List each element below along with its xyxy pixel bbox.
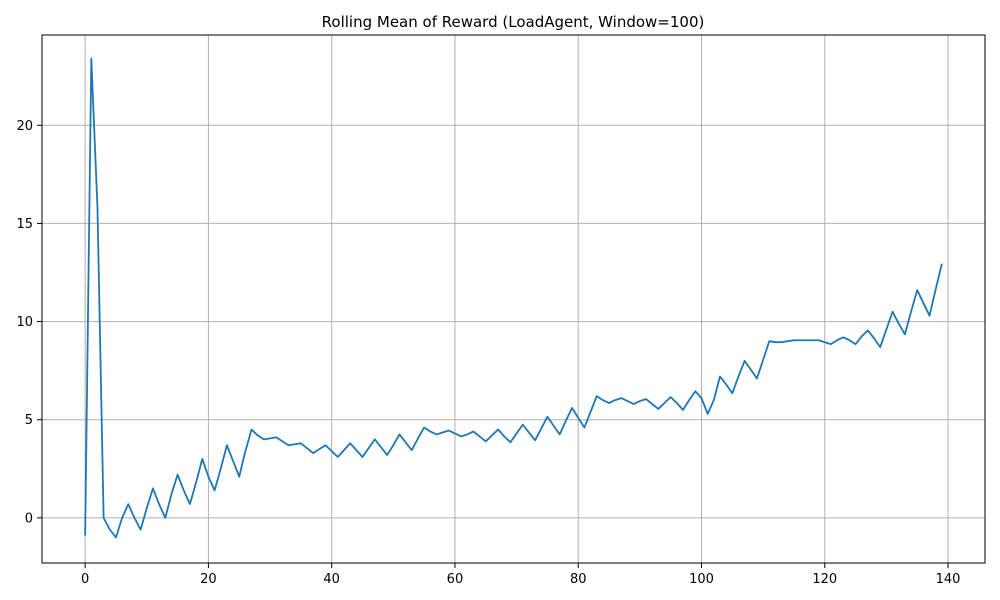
x-tick-label: 80	[570, 572, 587, 587]
x-tick-label: 100	[689, 572, 714, 587]
axes-frame	[41, 34, 986, 564]
x-tick-label: 0	[81, 572, 89, 587]
y-tick-label: 20	[16, 119, 33, 134]
x-tick-label: 20	[200, 572, 217, 587]
x-tick-label: 120	[812, 572, 837, 587]
grid-layer	[42, 35, 985, 563]
x-tick-label: 40	[323, 572, 340, 587]
series-line	[84, 57, 943, 539]
chart-title: Rolling Mean of Reward (LoadAgent, Windo…	[322, 13, 705, 31]
y-tick-label: 5	[25, 413, 33, 428]
x-tick-label: 140	[936, 572, 961, 587]
series-layer	[84, 57, 943, 539]
y-tick-label: 15	[16, 217, 33, 232]
y-tick-label: 10	[16, 315, 33, 330]
y-tick-label: 0	[25, 511, 33, 526]
x-tick-label: 60	[447, 572, 464, 587]
axes-layer: 0 20 40 60 80 100 120 140 0 5 10 15 20	[16, 34, 986, 587]
